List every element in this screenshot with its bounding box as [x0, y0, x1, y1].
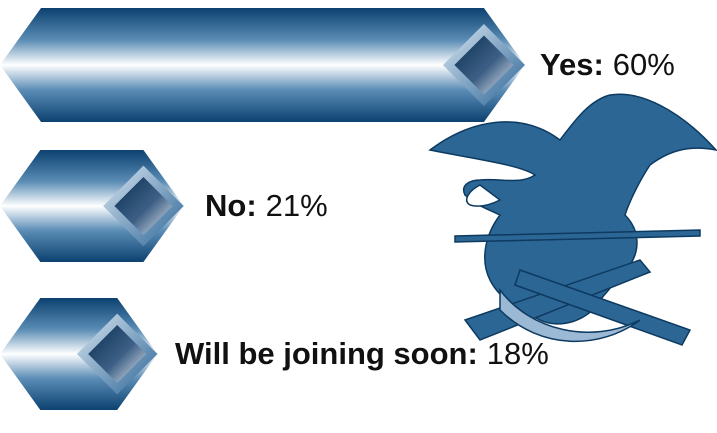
bar-group — [0, 8, 525, 122]
eagle-emblem — [428, 93, 717, 346]
bar-cap — [114, 176, 173, 236]
value-label: 21% — [266, 188, 328, 223]
bar-label: Will be joining soon: 18% — [175, 336, 549, 371]
bar-label: No: 21% — [205, 188, 328, 223]
category-label: Yes: — [540, 47, 604, 82]
bar-cap — [88, 324, 147, 384]
value-label: 18% — [487, 336, 549, 371]
category-label: No: — [205, 188, 257, 223]
bar — [0, 8, 525, 122]
category-label: Will be joining soon: — [175, 336, 478, 371]
bar-label: Yes: 60% — [540, 47, 675, 82]
bar-cap — [454, 35, 514, 95]
bar-group — [0, 150, 184, 262]
bar-group — [0, 298, 158, 410]
value-label: 60% — [613, 47, 675, 82]
